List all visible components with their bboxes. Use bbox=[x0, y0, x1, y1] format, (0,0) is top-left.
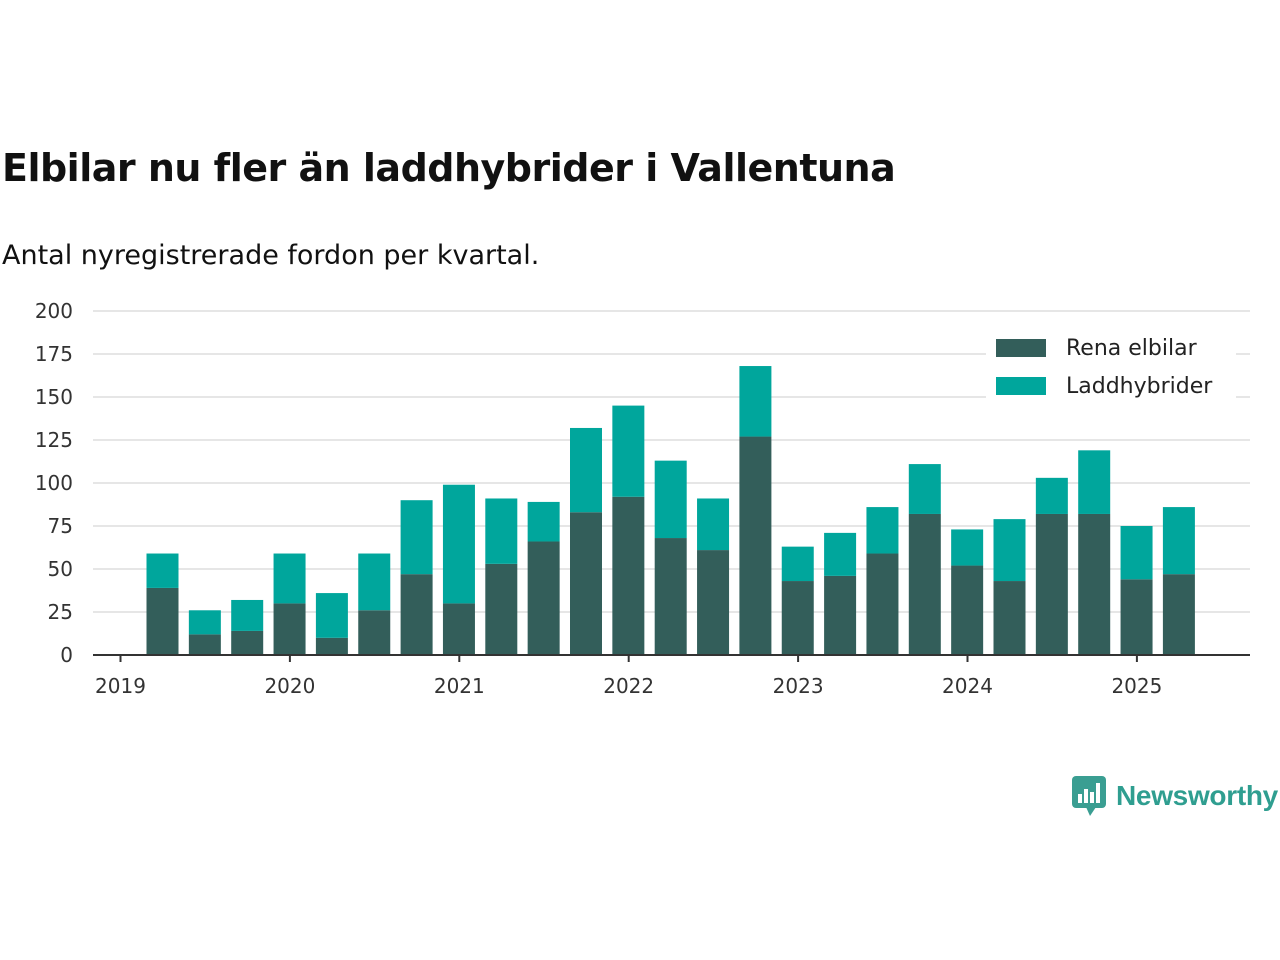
chart-title: Elbilar nu fler än laddhybrider i Vallen… bbox=[2, 146, 896, 190]
bar-laddhybrider bbox=[231, 599, 264, 631]
y-tick-label: 25 bbox=[48, 600, 73, 624]
x-tick-label: 2021 bbox=[434, 674, 485, 698]
bar-laddhybrider bbox=[358, 553, 391, 611]
bar-rena-elbilar bbox=[400, 574, 433, 655]
newsworthy-brand[interactable]: Newsworthy bbox=[1072, 776, 1278, 816]
bar-rena-elbilar bbox=[824, 575, 857, 655]
bar-rena-elbilar bbox=[1078, 513, 1111, 655]
bar-rena-elbilar bbox=[1035, 513, 1068, 655]
bar-rena-elbilar bbox=[315, 637, 348, 655]
legend-swatch bbox=[996, 377, 1046, 395]
bar-laddhybrider bbox=[146, 553, 179, 588]
y-tick-label: 150 bbox=[35, 385, 73, 409]
bar-rena-elbilar bbox=[273, 603, 306, 655]
legend-label: Rena elbilar bbox=[1066, 336, 1198, 361]
bar-laddhybrider bbox=[400, 500, 433, 575]
x-tick-label: 2020 bbox=[264, 674, 315, 698]
bar-rena-elbilar bbox=[654, 538, 687, 655]
bar-chart-speech-bubble-icon bbox=[1072, 776, 1106, 816]
bar-laddhybrider bbox=[1078, 450, 1111, 514]
y-tick-label: 75 bbox=[48, 514, 73, 538]
x-tick-label: 2023 bbox=[773, 674, 824, 698]
bar-rena-elbilar bbox=[146, 587, 179, 655]
bar-laddhybrider bbox=[866, 507, 899, 554]
bar-laddhybrider bbox=[1035, 477, 1068, 514]
chart-subtitle: Antal nyregistrerade fordon per kvartal. bbox=[2, 240, 540, 271]
bar-rena-elbilar bbox=[781, 581, 814, 655]
bar-rena-elbilar bbox=[951, 565, 984, 655]
bar-laddhybrider bbox=[993, 519, 1026, 582]
bar-laddhybrider bbox=[951, 529, 984, 566]
bar-rena-elbilar bbox=[1162, 574, 1195, 655]
bar-laddhybrider bbox=[908, 464, 941, 514]
bar-rena-elbilar bbox=[358, 610, 391, 655]
bar-rena-elbilar bbox=[188, 634, 221, 655]
y-tick-label: 200 bbox=[35, 299, 73, 323]
bar-laddhybrider bbox=[485, 498, 518, 564]
bar-laddhybrider bbox=[1162, 507, 1195, 575]
bar-rena-elbilar bbox=[908, 513, 941, 655]
bar-laddhybrider bbox=[739, 366, 772, 437]
y-tick-label: 175 bbox=[35, 342, 73, 366]
stacked-bar-chart: 0 25 50 75 100 125 150 175 200 2019 2020 2021 2022 20… bbox=[35, 299, 1250, 698]
bar-laddhybrider bbox=[697, 498, 730, 551]
bar-rena-elbilar bbox=[442, 603, 475, 655]
y-tick-label: 100 bbox=[35, 471, 73, 495]
bar-laddhybrider bbox=[1120, 526, 1153, 580]
y-tick-label: 50 bbox=[48, 557, 73, 581]
bar-laddhybrider bbox=[188, 610, 221, 635]
bar-laddhybrider bbox=[612, 405, 645, 497]
bar-rena-elbilar bbox=[697, 550, 730, 655]
bar-rena-elbilar bbox=[866, 553, 899, 655]
bar-laddhybrider bbox=[273, 553, 306, 604]
bar-laddhybrider bbox=[442, 484, 475, 604]
bar-rena-elbilar bbox=[612, 496, 645, 655]
bar-laddhybrider bbox=[781, 546, 814, 582]
bar-rena-elbilar bbox=[231, 630, 264, 655]
bar-laddhybrider bbox=[654, 460, 687, 539]
bar-laddhybrider bbox=[315, 593, 348, 638]
x-tick-label: 2022 bbox=[603, 674, 654, 698]
bar-rena-elbilar bbox=[570, 512, 602, 655]
bar-rena-elbilar bbox=[485, 563, 518, 655]
x-tick-label: 2025 bbox=[1111, 674, 1162, 698]
bar-rena-elbilar bbox=[527, 541, 560, 655]
brand-name: Newsworthy bbox=[1116, 780, 1278, 811]
y-tick-label: 0 bbox=[60, 643, 73, 667]
bar-laddhybrider bbox=[824, 532, 857, 576]
x-tick-label: 2024 bbox=[942, 674, 993, 698]
bar-laddhybrider bbox=[570, 427, 602, 513]
bar-rena-elbilar bbox=[739, 436, 772, 655]
bar-laddhybrider bbox=[527, 501, 560, 542]
x-tick-label: 2019 bbox=[95, 674, 146, 698]
bar-rena-elbilar bbox=[1120, 579, 1153, 655]
y-tick-label: 125 bbox=[35, 428, 73, 452]
bar-rena-elbilar bbox=[993, 581, 1026, 655]
legend-swatch bbox=[996, 339, 1046, 357]
legend-label: Laddhybrider bbox=[1066, 374, 1213, 399]
